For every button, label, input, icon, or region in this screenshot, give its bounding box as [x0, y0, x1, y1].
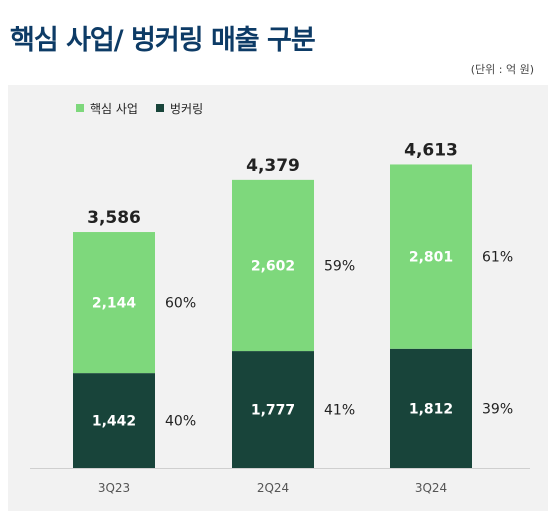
percent-label-bunkering-3Q24: 39%: [482, 401, 513, 417]
bar-core-2Q24: [232, 179, 314, 352]
total-label-3Q24: 4,613: [404, 140, 458, 160]
x-tick-label-2Q24: 2Q24: [257, 481, 289, 495]
bar-bunkering-3Q23: [73, 373, 155, 468]
legend-swatch-1: [156, 104, 164, 112]
total-label-2Q24: 4,379: [246, 156, 300, 176]
value-label-bunkering-2Q24: 1,777: [251, 403, 295, 419]
percent-label-bunkering-2Q24: 41%: [324, 403, 355, 419]
bar-core-3Q23: [73, 232, 155, 374]
value-label-bunkering-3Q23: 1,442: [92, 414, 136, 430]
percent-label-bunkering-3Q23: 40%: [165, 414, 196, 430]
value-label-core-3Q23: 2,144: [92, 296, 137, 312]
x-tick-label-3Q24: 3Q24: [415, 481, 447, 495]
value-label-core-3Q24: 2,801: [409, 250, 453, 266]
unit-label: (단위 : 억 원): [470, 63, 534, 76]
legend-swatch-0: [76, 104, 84, 112]
percent-label-core-2Q24: 59%: [324, 258, 355, 274]
percent-label-core-3Q24: 61%: [482, 250, 513, 266]
bar-core-3Q24: [390, 164, 472, 349]
total-label-3Q23: 3,586: [87, 208, 141, 228]
legend-label-1: 벙커링: [170, 102, 203, 116]
value-label-core-2Q24: 2,602: [251, 258, 295, 274]
percent-label-core-3Q23: 60%: [165, 296, 196, 312]
x-tick-label-3Q23: 3Q23: [98, 481, 130, 495]
bar-bunkering-2Q24: [232, 351, 314, 468]
page-title: 핵심 사업/ 벙커링 매출 구분: [10, 25, 316, 56]
legend-label-0: 핵심 사업: [90, 102, 138, 116]
value-label-bunkering-3Q24: 1,812: [409, 401, 453, 417]
bar-bunkering-3Q24: [390, 348, 472, 468]
